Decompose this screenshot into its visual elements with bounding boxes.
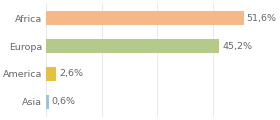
Bar [46, 95, 49, 109]
Bar [46, 67, 56, 81]
Text: 0,6%: 0,6% [52, 97, 76, 106]
Text: 2,6%: 2,6% [59, 69, 83, 78]
Bar [46, 39, 219, 53]
Text: 45,2%: 45,2% [222, 42, 252, 51]
Text: 51,6%: 51,6% [247, 14, 277, 23]
Bar [46, 11, 244, 25]
